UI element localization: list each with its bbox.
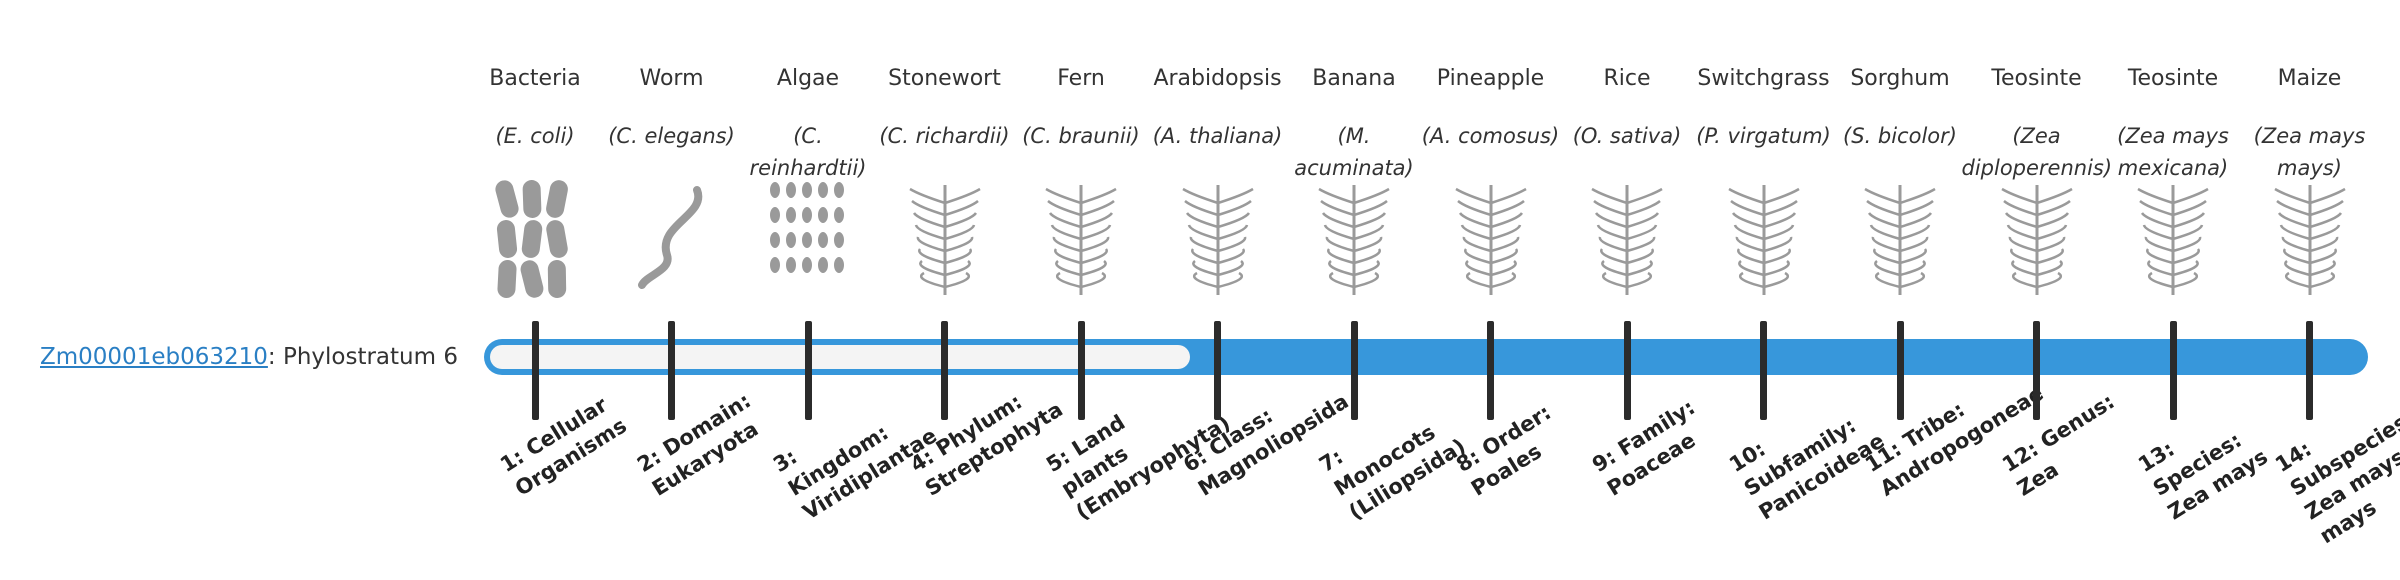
organism-image — [2265, 175, 2355, 304]
organism-name: Algae — [776, 66, 840, 91]
organism-latin: (S. bicolor) — [1843, 124, 1957, 148]
organism-latin: (A. comosus) — [1421, 124, 1560, 148]
organism-icon — [1727, 185, 1800, 295]
gene-info: Zm00001eb063210: Phylostratum 6 — [40, 344, 458, 370]
organism-icon — [908, 185, 981, 295]
organism-icon — [1864, 185, 1936, 295]
stratum-tick — [668, 321, 675, 420]
organism-icon — [495, 180, 568, 298]
organism-image — [490, 175, 580, 304]
organism-name: Fern — [1057, 66, 1105, 91]
stratum-label: 1: Cellular Organisms — [496, 392, 631, 501]
organism-name: Banana — [1312, 66, 1396, 91]
organism-image — [627, 175, 717, 304]
stratum-label: 5: Land plants (Embryophyta) — [1042, 410, 1235, 525]
organism-name: Stonewort — [888, 66, 1001, 91]
organism-image — [2128, 175, 2218, 304]
organism-latin: (Zea mays mays) — [2253, 124, 2366, 180]
organism-image — [1992, 175, 2082, 304]
stratum-label: 10: Subfamily: Panicoideae — [1724, 413, 1889, 525]
organism-name: Arabidopsis — [1153, 66, 1282, 91]
organism-latin: (C. braunii) — [1022, 124, 1140, 148]
organism-icon — [2000, 185, 2073, 295]
stratum-label: 4: Phylum: Streptophyta — [905, 389, 1067, 501]
organism-latin: (C. reinhardtii) — [749, 124, 867, 180]
stratum-tick — [941, 321, 948, 420]
stratum-tick — [804, 321, 812, 420]
organism-latin: (O. sativa) — [1572, 124, 1682, 148]
gene-link[interactable]: Zm00001eb063210 — [40, 344, 268, 370]
organism-name: Worm — [639, 66, 704, 91]
stratum-tick — [1487, 321, 1494, 420]
organism-image — [1855, 175, 1945, 304]
organism-image — [1446, 175, 1536, 304]
stratum-label: 11: Tribe: Andropogoneae — [1861, 381, 2048, 501]
gene-stratum: Phylostratum 6 — [282, 344, 458, 370]
organism-image — [1036, 175, 1126, 304]
organism-image — [1719, 175, 1809, 304]
organism-icon — [637, 186, 702, 289]
organism-name: Sorghum — [1850, 66, 1950, 91]
organism-icon — [1181, 185, 1254, 295]
organism-latin: (Zea diploperennis) — [1961, 124, 2113, 180]
organism-name: Bacteria — [489, 66, 581, 91]
stratum-tick — [1896, 321, 1904, 420]
organism-icon — [1045, 185, 1117, 295]
stratum-tick — [2306, 321, 2313, 420]
stratum-label: 9: Family: Poaceae — [1588, 395, 1700, 501]
stratum-bar-empty — [490, 345, 1190, 369]
organism-name: Switchgrass — [1697, 66, 1830, 91]
organism-icon — [2137, 185, 2209, 295]
organism-icon — [770, 182, 844, 273]
stratum-tick — [1350, 321, 1358, 420]
stratum-tick — [1623, 321, 1631, 420]
organism-name: Rice — [1603, 66, 1651, 91]
organism-latin: (P. virgatum) — [1696, 124, 1831, 148]
organism-latin: (C. elegans) — [608, 124, 735, 148]
stratum-label: 8: Order: Poales — [1451, 400, 1555, 501]
organism-image — [900, 175, 990, 304]
organism-icon — [2273, 185, 2346, 295]
organism-name: Pineapple — [1436, 66, 1545, 91]
organism-image — [1309, 175, 1399, 304]
stratum-label: 13: Species: Zea mays — [2134, 427, 2272, 525]
stratum-tick — [531, 321, 539, 420]
organism-name: Maize — [2277, 66, 2342, 91]
organism-icon — [1591, 185, 1663, 295]
organism-name: Teosinte — [2127, 66, 2219, 91]
stratum-tick — [1760, 321, 1767, 420]
stratum-label: 14: Subspecies: Zea mays mays — [2270, 405, 2400, 549]
stratum-tick — [1214, 321, 1221, 420]
stratum-tick — [2169, 321, 2177, 420]
organism-latin: (M. acuminata) — [1294, 124, 1414, 180]
organism-name: Teosinte — [1991, 66, 2082, 91]
organism-latin: (E. coli) — [495, 124, 575, 148]
stratum-tick — [1077, 321, 1085, 420]
organism-image — [1173, 175, 1263, 304]
stratum-label: 3: Kingdom: Viridiplantae — [769, 420, 941, 525]
stratum-tick — [2033, 321, 2040, 420]
organism-latin: (C. richardii) — [879, 124, 1010, 148]
organism-icon — [1318, 185, 1390, 295]
organism-icon — [1454, 185, 1527, 295]
organism-image — [763, 175, 853, 304]
organism-latin: (A. thaliana) — [1152, 124, 1283, 148]
stratum-label: 6: Class: Magnoliopsida — [1178, 389, 1353, 501]
stratum-label: 2: Domain: Eukaryota — [632, 388, 762, 501]
organism-image — [1582, 175, 1672, 304]
organism-latin: (Zea mays mexicana) — [2117, 124, 2229, 180]
